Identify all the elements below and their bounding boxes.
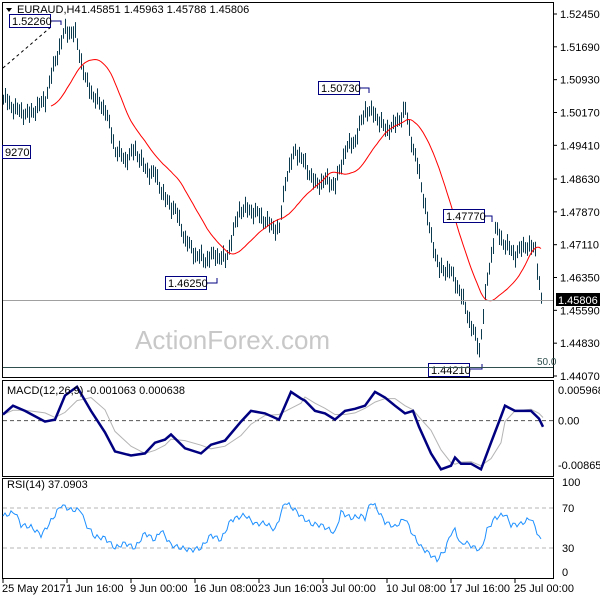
label-left-cut: 9270 <box>5 147 29 159</box>
symbol-label: EURAUD,H4 <box>17 4 81 16</box>
main-panel <box>2 2 554 378</box>
current-price-badge <box>556 293 600 306</box>
label-low-2: 1.44210 <box>431 365 471 377</box>
price-tick-label: 1.50930 <box>560 75 600 87</box>
rsi-panel <box>2 478 554 579</box>
label-low-1: 1.46250 <box>168 278 208 290</box>
time-tick-label: 25 May 2017 <box>2 583 66 595</box>
label-high-3: 1.47770 <box>446 211 486 223</box>
label-high-1: 1.52260 <box>12 16 52 28</box>
dropdown-triangle-icon[interactable] <box>6 8 12 12</box>
price-tick-label: 1.48630 <box>560 174 600 186</box>
time-tick-label: 10 Jul 08:00 <box>386 583 446 595</box>
rsi-tick-label: 70 <box>562 503 574 515</box>
macd-series <box>2 384 553 472</box>
axes: 1.52450 1.51690 1.50930 1.50170 1.49410 1.486… <box>2 9 600 595</box>
price-tick-label: 1.47110 <box>560 240 599 252</box>
time-tick-label: 1 Jun 16:00 <box>66 583 124 595</box>
price-tick-label: 1.50170 <box>560 107 600 119</box>
rsi-tick-label: 30 <box>562 543 574 555</box>
rsi-series <box>2 501 553 563</box>
price-tick-label: 1.44070 <box>560 371 600 383</box>
watermark: ActionForex.com <box>135 325 330 355</box>
price-tick-label: 1.52450 <box>560 9 600 21</box>
rsi-title: RSI(14) 37.0903 <box>7 479 88 491</box>
price-tick-label: 1.49410 <box>560 140 600 152</box>
macd-signal-line <box>2 396 544 467</box>
macd-panel <box>2 380 554 477</box>
macd-tick-label: 0.00 <box>558 416 579 428</box>
price-series <box>3 18 542 358</box>
price-tick-label: 1.44830 <box>560 338 600 350</box>
price-tick-label: 1.46350 <box>560 273 600 285</box>
trend-line <box>2 25 53 69</box>
label-high-2: 1.50730 <box>321 83 361 95</box>
high-1-connector <box>51 20 62 25</box>
price-tick-label: 1.51690 <box>560 42 600 54</box>
time-tick-label: 9 Jun 00:00 <box>130 583 188 595</box>
macd-main-line <box>2 384 545 472</box>
rsi-tick-label: 0 <box>562 567 568 579</box>
time-tick-label: 3 Jul 00:00 <box>322 583 376 595</box>
time-tick-label: 25 Jul 00:00 <box>514 583 574 595</box>
rsi-line <box>2 501 542 563</box>
price-tick-label: 1.45590 <box>560 305 600 317</box>
current-price-label: 1.45806 <box>558 295 598 307</box>
time-tick-label: 23 Jun 16:00 <box>258 583 322 595</box>
macd-tick-label: -0.008657 <box>558 460 600 472</box>
price-tick-label: 1.47870 <box>560 207 600 219</box>
ohlc-values: 1.45851 1.45963 1.45788 1.45806 <box>81 4 249 16</box>
rsi-tick-label: 100 <box>562 477 580 489</box>
time-tick-label: 17 Jul 16:00 <box>450 583 510 595</box>
fib-50-label: 50.0 <box>537 357 557 368</box>
time-tick-label: 16 Jun 08:00 <box>194 583 258 595</box>
macd-tick-label: 0.005968 <box>558 385 600 397</box>
moving-average-line <box>50 58 542 302</box>
macd-title: MACD(12,26,9) -0.001063 0.000638 <box>7 385 185 397</box>
